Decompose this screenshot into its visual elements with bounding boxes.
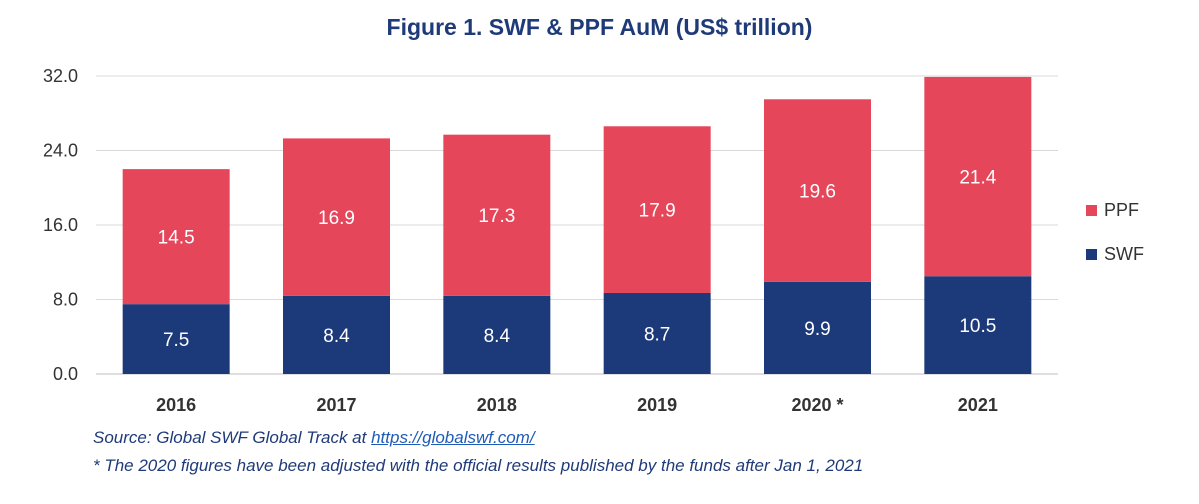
x-axis-categories: 2016 2017 2018 2019 2020 * 2021: [156, 395, 998, 415]
x-category-label: 2018: [477, 395, 517, 415]
swf-bar-4: [764, 281, 871, 374]
swf-bar-2: [443, 295, 551, 374]
legend: PPF SWF: [1086, 200, 1144, 264]
x-category-label: 2020 *: [791, 395, 843, 415]
ppf-value-label: 17.3: [478, 206, 515, 227]
x-category-label: 2017: [316, 395, 356, 415]
y-axis-ticks: 0.0 8.0 16.0 24.0 32.0: [43, 66, 78, 384]
swf-legend-label: SWF: [1104, 244, 1144, 264]
swf-value-label: 8.4: [323, 326, 350, 347]
swf-bar-0: [122, 304, 230, 374]
ppf-bar-3: [603, 126, 711, 293]
ppf-value-label: 16.9: [318, 208, 355, 229]
x-category-label: 2019: [637, 395, 677, 415]
stacked-bar-chart: 0.0 8.0 16.0 24.0 32.0 7.5 14.5 8.4 16.9 8.4 17.3…: [43, 66, 1144, 415]
source-prefix: Source: Global SWF Global Track at: [93, 428, 372, 447]
source-note: Source: Global SWF Global Track at https…: [93, 428, 535, 448]
ppf-bar-5: [924, 76, 1032, 277]
ppf-value-label: 14.5: [158, 228, 195, 249]
adjustment-note: * The 2020 figures have been adjusted wi…: [93, 456, 864, 475]
ppf-legend-label: PPF: [1104, 200, 1139, 220]
swf-value-label: 7.5: [163, 330, 189, 351]
ppf-bar-1: [283, 138, 390, 296]
swf-value-label: 10.5: [959, 316, 996, 337]
swf-bar-5: [924, 276, 1032, 374]
y-tick-label: 8.0: [53, 290, 78, 310]
ppf-value-label: 21.4: [959, 168, 996, 189]
x-category-label: 2021: [958, 395, 998, 415]
swf-value-label: 8.4: [484, 326, 511, 347]
x-category-label: 2016: [156, 395, 196, 415]
bars: 7.5 14.5 8.4 16.9 8.4 17.3 8.7 17.9 9.9 19.6 10.5 2…: [122, 76, 1032, 374]
chart-title: Figure 1. SWF & PPF AuM (US$ trillion): [386, 14, 813, 40]
y-tick-label: 24.0: [43, 141, 78, 161]
ppf-bar-2: [443, 134, 551, 296]
swf-value-label: 9.9: [804, 319, 830, 340]
swf-bar-1: [283, 295, 390, 374]
ppf-value-label: 17.9: [639, 201, 676, 222]
swf-value-label: 8.7: [644, 324, 670, 345]
gridlines: [96, 75, 1058, 375]
source-link[interactable]: https://globalswf.com/: [371, 428, 535, 447]
ppf-legend-swatch: [1086, 205, 1097, 216]
y-tick-label: 16.0: [43, 215, 78, 235]
y-tick-label: 32.0: [43, 66, 78, 86]
ppf-bar-4: [764, 99, 871, 282]
ppf-value-label: 19.6: [799, 182, 836, 203]
ppf-bar-0: [122, 169, 230, 305]
swf-legend-swatch: [1086, 249, 1097, 260]
y-tick-label: 0.0: [53, 364, 78, 384]
swf-bar-3: [603, 292, 711, 374]
